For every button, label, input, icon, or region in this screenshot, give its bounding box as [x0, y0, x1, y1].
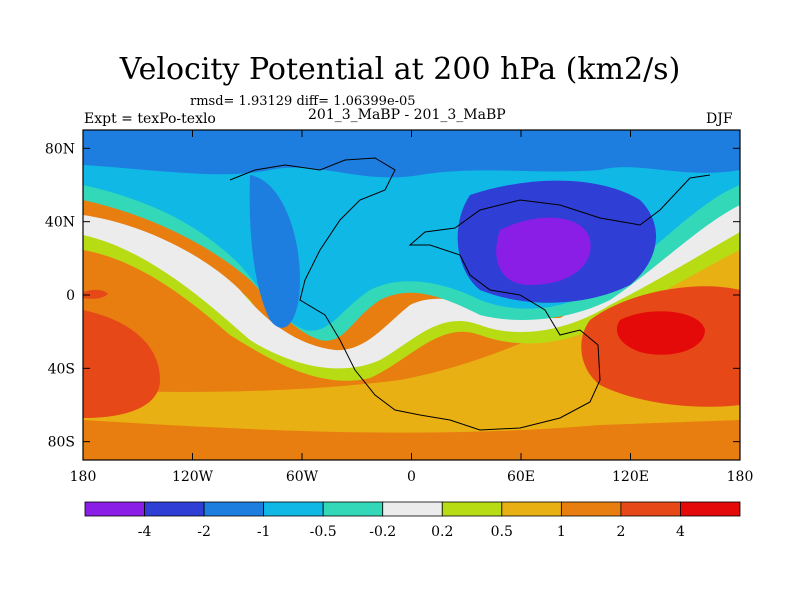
colorbar-swatch-3	[263, 501, 324, 517]
expt-label: Expt = texPo-texlo	[84, 111, 216, 127]
x-axis: 180 120W 60W 0 60E 120E 180	[70, 130, 754, 485]
x-tick-label-3: 0	[407, 469, 416, 485]
field-blue-north	[83, 130, 740, 178]
colorbar-swatch-1	[144, 501, 205, 517]
coastline	[229, 157, 711, 431]
colorbar-label-6: 0.5	[491, 524, 513, 540]
x-tick-label-5: 120E	[612, 469, 649, 485]
field-minimum	[496, 217, 591, 285]
y-tick-label-0: 80N	[45, 141, 75, 157]
y-axis: 80N 40N 0 40S 80S	[45, 141, 740, 451]
field-red-equator	[83, 289, 108, 299]
x-tick-label-6: 180	[727, 469, 754, 485]
colorbar-swatch-4	[322, 501, 384, 517]
x-tick-label-0: 180	[70, 469, 97, 485]
x-tick-label-1: 120W	[172, 469, 214, 485]
colorbar-swatch-0	[84, 501, 145, 517]
y-tick-label-1: 40N	[45, 215, 75, 231]
x-tick-label-4: 60E	[507, 469, 535, 485]
colorbar-swatch-9	[620, 501, 681, 517]
y-tick-label-2: 0	[66, 288, 75, 304]
colorbar-label-4: -0.2	[369, 524, 396, 540]
colorbar-swatch-8	[560, 501, 622, 517]
chart-title: Velocity Potential at 200 hPa (km2/s)	[119, 52, 681, 87]
field-orange-far-south	[83, 420, 740, 460]
runs-label: 201_3_MaBP - 201_3_MaBP	[308, 107, 506, 123]
x-tick-label-2: 60W	[286, 469, 319, 485]
field-yellow-south	[83, 240, 740, 460]
colorbar-label-8: 2	[616, 524, 625, 540]
contour-field	[83, 130, 740, 460]
colorbar-label-7: 1	[557, 524, 566, 540]
y-tick-label-4: 80S	[48, 435, 75, 451]
field-blue-americas	[249, 175, 300, 328]
colorbar-swatch-5	[382, 501, 443, 517]
colorbar-label-0: -4	[138, 524, 152, 540]
y-tick-label-3: 40S	[48, 361, 75, 377]
colorbar-label-2: -1	[257, 524, 271, 540]
colorbar-swatch-2	[203, 501, 265, 517]
colorbar-label-3: -0.5	[310, 524, 337, 540]
field-red-west	[83, 310, 160, 418]
colorbar-label-5: 0.2	[431, 524, 453, 540]
colorbar-label-1: -2	[197, 524, 211, 540]
colorbar-swatch-10	[680, 501, 741, 517]
colorbar-label-9: 4	[676, 524, 685, 540]
colorbar-swatch-7	[501, 501, 562, 517]
field-max	[616, 311, 705, 355]
season-label: DJF	[706, 111, 733, 127]
colorbar-swatch-6	[441, 501, 503, 517]
stats-text: rmsd= 1.93129 diff= 1.06399e-05	[190, 94, 416, 109]
colorbar: -4 -2 -1 -0.5 -0.2 0.2 0.5 1 2 4	[84, 501, 741, 540]
field-white-band	[83, 200, 740, 369]
